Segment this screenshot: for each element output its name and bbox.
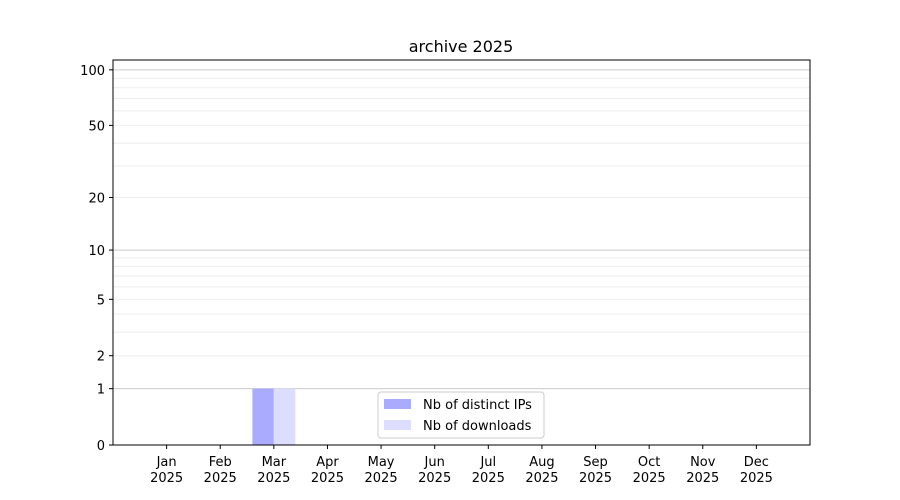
x-tick-label: Jul 2025 [472,455,505,486]
y-tick-label: 1 [97,383,105,398]
y-tick-label: 2 [97,350,105,365]
x-tick-label: Nov 2025 [686,455,719,486]
x-tick-label: Sep 2025 [579,455,612,486]
y-tick-label: 100 [80,64,105,79]
bar-downloads [273,388,296,445]
y-tick-label: 20 [88,192,105,207]
y-tick-label: 10 [88,244,105,259]
legend-swatch-ips [384,399,411,409]
x-tick-label: Dec 2025 [740,455,773,486]
bar-ips [252,388,274,445]
y-tick-label: 5 [97,293,105,308]
x-tick-label: Apr 2025 [311,455,344,486]
legend: Nb of distinct IPs Nb of downloads [377,391,545,439]
y-tick-label: 0 [97,439,105,454]
legend-label-ips: Nb of distinct IPs [423,398,532,413]
x-tick-label: Aug 2025 [525,455,558,486]
x-tick-label: May 2025 [365,455,398,486]
x-tick-label: Oct 2025 [633,455,666,486]
x-tick-label: Jan 2025 [150,455,183,486]
legend-label-downloads: Nb of downloads [423,419,532,434]
y-tick-label: 50 [88,119,105,134]
legend-swatch-downloads [384,420,411,430]
x-tick-label: Feb 2025 [204,455,237,486]
chart-title: archive 2025 [409,37,514,56]
x-tick-label: Jun 2025 [418,455,451,486]
plot-frame [112,59,811,446]
x-tick-label: Mar 2025 [257,455,290,486]
